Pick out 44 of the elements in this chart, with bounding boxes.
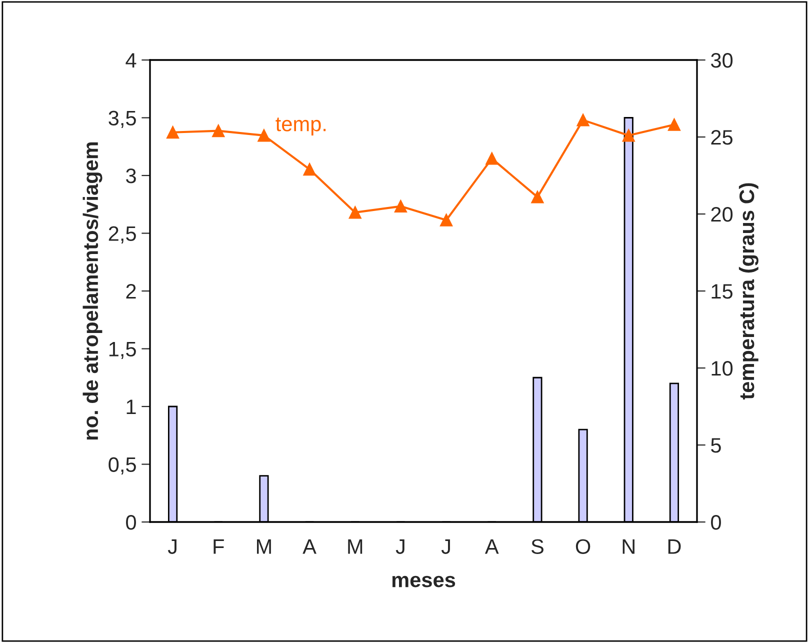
point	[166, 126, 180, 139]
point	[486, 152, 498, 165]
x-tick-label: M	[348, 539, 362, 554]
y2-tick-label: 0	[711, 515, 721, 530]
x-axis-title: meses	[392, 576, 456, 588]
y-tick-label: 4	[126, 53, 136, 68]
y-tick-label: 3	[126, 168, 136, 184]
x-tick-label: O	[576, 539, 590, 554]
y2-tick-label: 10	[712, 361, 733, 376]
point	[394, 200, 407, 213]
point	[622, 129, 635, 142]
x-tick-label: N	[622, 539, 634, 554]
y-tick-label: 3,5	[108, 110, 136, 128]
y2-tick-label: 5	[711, 438, 721, 453]
point	[258, 129, 270, 142]
point	[303, 163, 316, 176]
y-tick-label: 0	[126, 515, 136, 530]
y2-tick-label: 15	[712, 284, 732, 299]
y2-axis-title: temperatura (graus C)	[738, 183, 758, 400]
y-tick-label: 2	[126, 284, 136, 299]
point	[212, 124, 225, 138]
x-tick-label: A	[484, 539, 499, 554]
x-tick-label: J	[396, 539, 404, 554]
y-tick-label: 0,5	[108, 457, 136, 474]
x-tick-label: A	[302, 539, 316, 554]
x-tick-label: J	[441, 539, 450, 554]
x-tick-label: M	[256, 539, 271, 554]
y2-tick-label: 25	[711, 130, 732, 145]
x-tick-label: D	[668, 539, 681, 554]
y-tick-label: 1	[126, 400, 136, 414]
series-label: temp.	[276, 118, 326, 136]
point	[348, 206, 362, 219]
x-tick-label: J	[168, 539, 176, 554]
point	[531, 190, 544, 204]
point	[668, 118, 680, 131]
y2-tick-label: 30	[710, 53, 733, 68]
point	[440, 214, 453, 226]
y2-tick-label: 20	[711, 207, 733, 222]
x-tick-label: F	[214, 539, 224, 554]
x-tick-label: S	[531, 539, 544, 554]
y-tick-label: 1,5	[109, 342, 136, 359]
y-axis-title: no. de atropelamentos/viagem	[82, 142, 102, 440]
point	[576, 114, 590, 126]
y-tick-label: 2,5	[108, 226, 136, 244]
